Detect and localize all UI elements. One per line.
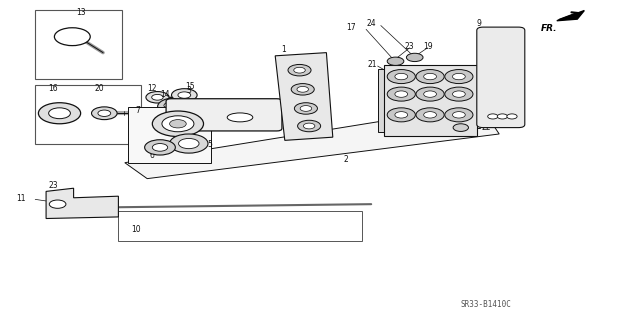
Circle shape: [395, 73, 408, 80]
Circle shape: [298, 120, 321, 132]
Polygon shape: [275, 53, 333, 140]
Text: 9: 9: [476, 19, 481, 28]
Circle shape: [395, 91, 408, 97]
Circle shape: [497, 114, 508, 119]
Circle shape: [387, 87, 415, 101]
Circle shape: [445, 87, 473, 101]
Bar: [35, 10, 122, 79]
Text: 13: 13: [76, 8, 86, 17]
Circle shape: [406, 53, 423, 62]
Circle shape: [146, 92, 169, 103]
Text: 10: 10: [131, 225, 141, 234]
Text: 23: 23: [404, 42, 415, 51]
Circle shape: [387, 108, 415, 122]
Text: 6: 6: [150, 151, 155, 160]
Text: 19: 19: [422, 42, 433, 51]
Bar: [118, 211, 362, 241]
FancyBboxPatch shape: [477, 27, 525, 128]
Circle shape: [162, 116, 194, 132]
Text: 3: 3: [186, 86, 191, 95]
Circle shape: [452, 73, 465, 80]
Text: 17: 17: [346, 23, 356, 32]
Bar: [384, 65, 477, 136]
Circle shape: [294, 103, 317, 114]
Circle shape: [297, 86, 308, 92]
Circle shape: [152, 111, 204, 137]
Circle shape: [288, 64, 311, 76]
Text: SR33-B1410C: SR33-B1410C: [461, 300, 512, 309]
Circle shape: [170, 120, 186, 128]
Circle shape: [387, 70, 415, 84]
Circle shape: [49, 108, 70, 119]
Text: 12: 12: [148, 84, 157, 93]
Circle shape: [300, 106, 312, 111]
Circle shape: [445, 108, 473, 122]
Polygon shape: [46, 188, 118, 219]
Text: 2: 2: [343, 155, 348, 164]
Ellipse shape: [227, 113, 253, 122]
Circle shape: [294, 67, 305, 73]
Circle shape: [424, 112, 436, 118]
Text: 15: 15: [185, 82, 195, 91]
Circle shape: [303, 123, 315, 129]
Circle shape: [179, 138, 199, 149]
Polygon shape: [125, 105, 499, 179]
Circle shape: [507, 114, 517, 119]
Circle shape: [178, 92, 191, 98]
Text: 22: 22: [482, 123, 491, 132]
Text: 18: 18: [410, 130, 419, 138]
Circle shape: [98, 110, 111, 116]
Text: 23: 23: [48, 181, 58, 190]
Circle shape: [395, 112, 408, 118]
Circle shape: [416, 87, 444, 101]
Circle shape: [152, 144, 168, 151]
Circle shape: [445, 70, 473, 84]
Text: 24: 24: [366, 19, 376, 28]
Bar: [35, 85, 141, 144]
Ellipse shape: [164, 102, 173, 107]
Circle shape: [416, 108, 444, 122]
FancyBboxPatch shape: [166, 99, 282, 131]
Circle shape: [488, 114, 498, 119]
Circle shape: [145, 140, 175, 155]
Text: 16: 16: [48, 84, 58, 93]
Circle shape: [416, 70, 444, 84]
Text: 20: 20: [94, 84, 104, 93]
Circle shape: [49, 200, 66, 208]
Text: 1: 1: [281, 45, 286, 54]
Text: 14: 14: [160, 90, 170, 99]
Polygon shape: [378, 69, 390, 132]
Ellipse shape: [157, 98, 179, 111]
Circle shape: [54, 28, 90, 46]
Text: FR.: FR.: [541, 24, 557, 33]
Circle shape: [424, 91, 436, 97]
Text: 21: 21: [368, 60, 377, 69]
Circle shape: [92, 107, 117, 120]
Circle shape: [152, 94, 163, 100]
Circle shape: [170, 134, 208, 153]
Circle shape: [424, 73, 436, 80]
Circle shape: [172, 89, 197, 101]
Polygon shape: [557, 11, 584, 21]
Circle shape: [453, 124, 468, 131]
Ellipse shape: [179, 113, 192, 120]
Circle shape: [291, 84, 314, 95]
Text: 11: 11: [17, 194, 26, 203]
Text: 8: 8: [57, 206, 62, 215]
Text: 5: 5: [207, 140, 212, 149]
Text: 7: 7: [135, 106, 140, 115]
Bar: [128, 107, 211, 163]
Text: 4: 4: [195, 114, 200, 122]
Circle shape: [452, 91, 465, 97]
Circle shape: [38, 103, 81, 124]
Circle shape: [387, 57, 404, 65]
Circle shape: [452, 112, 465, 118]
